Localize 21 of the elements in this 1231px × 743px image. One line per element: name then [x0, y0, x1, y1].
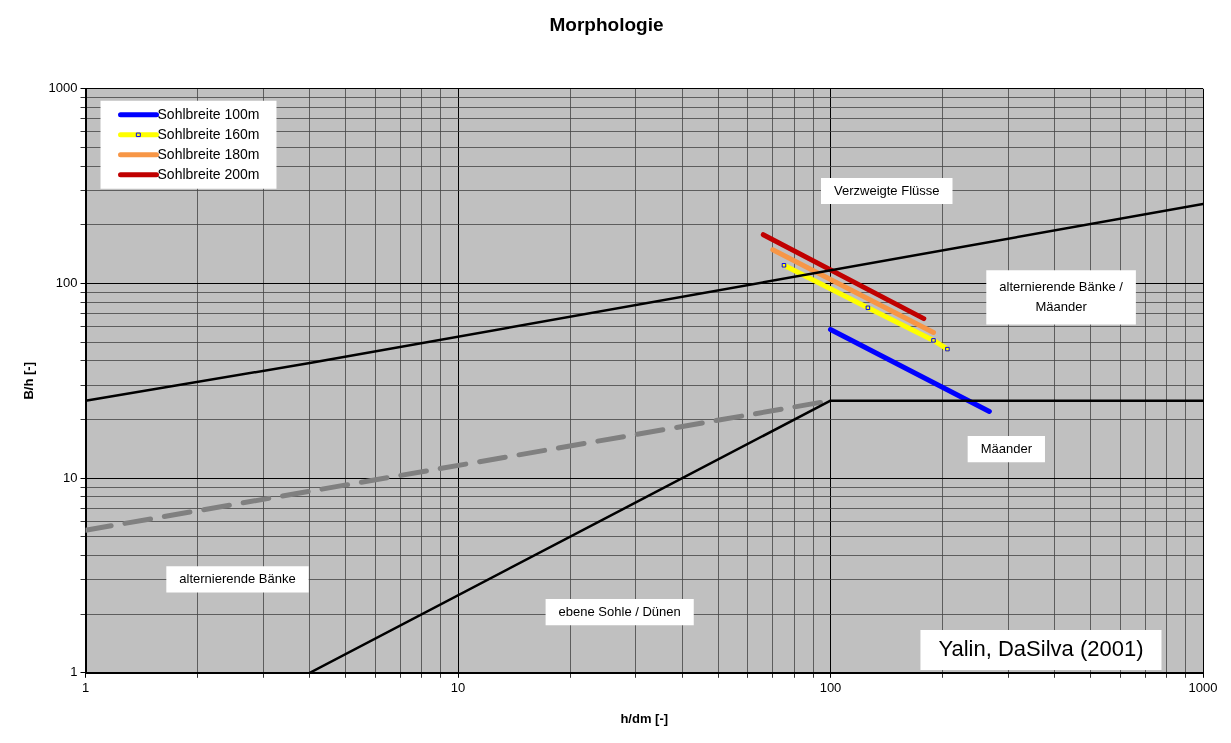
y-axis-title: B/h [-]: [21, 362, 37, 400]
annotation: Mäander: [980, 440, 1033, 456]
x-tick-label: 1: [81, 680, 90, 696]
annotation: alternierende Bänke: [179, 570, 296, 586]
legend-label: Sohlbreite 180m: [157, 145, 260, 162]
legend-label: Sohlbreite 160m: [157, 125, 260, 142]
annotation: alternierende Bänke / Mäander: [999, 278, 1124, 314]
x-axis-title: h/dm [-]: [620, 710, 669, 726]
annotation: Verzweigte Flüsse: [834, 182, 940, 198]
annotation: Yalin, DaSilva (2001): [938, 636, 1144, 662]
legend-label: Sohlbreite 100m: [157, 105, 260, 122]
chart-title: Morphologie: [549, 13, 664, 35]
x-tick-label: 100: [819, 680, 842, 696]
x-tick-label: 1000: [1188, 680, 1218, 696]
x-tick-label: 10: [450, 680, 466, 696]
legend-label: Sohlbreite 200m: [157, 165, 260, 182]
y-tick-label: 1: [70, 664, 78, 680]
y-tick-label: 100: [55, 275, 78, 291]
annotation: ebene Sohle / Dünen: [558, 603, 681, 619]
y-tick-label: 1000: [48, 80, 78, 96]
y-tick-label: 10: [63, 469, 78, 485]
